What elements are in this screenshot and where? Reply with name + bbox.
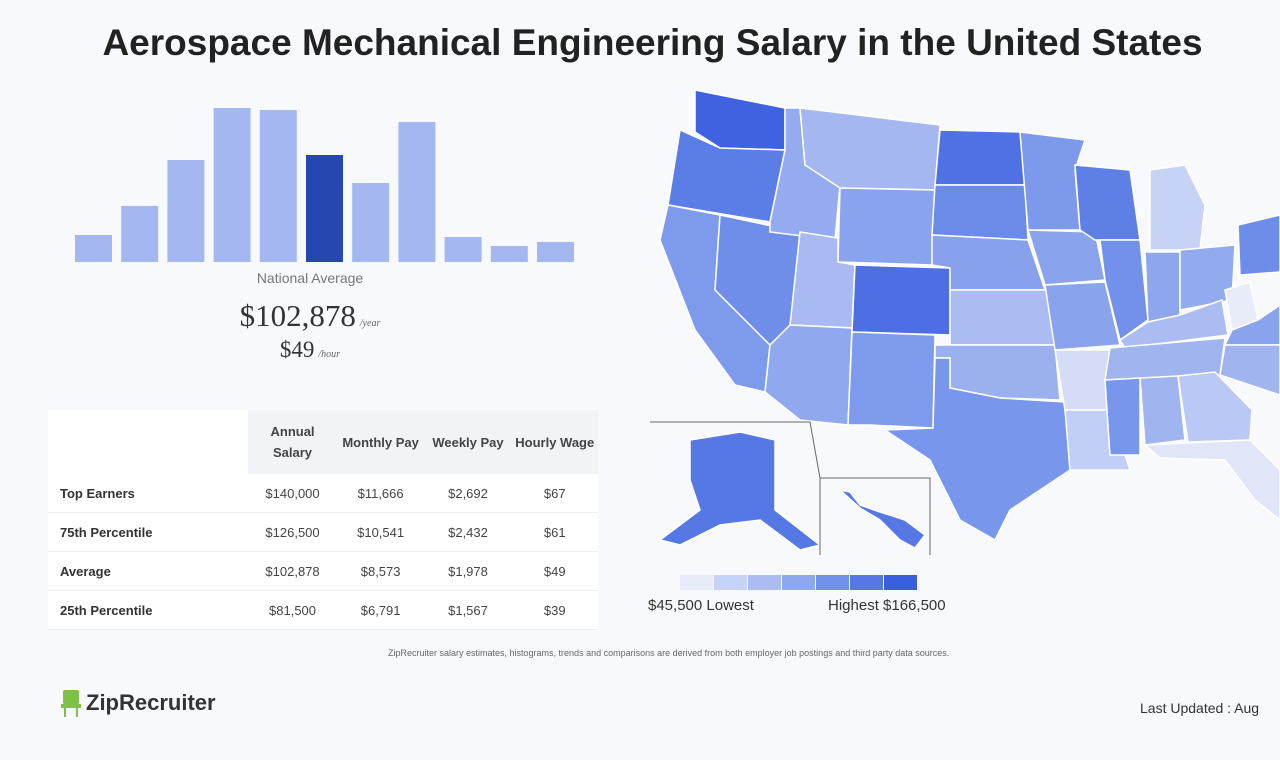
table-cell: $39 xyxy=(511,590,598,630)
state-ks xyxy=(949,289,1056,346)
histogram-bar xyxy=(398,122,436,262)
state-ak xyxy=(658,431,822,551)
state-sd xyxy=(931,184,1029,241)
table-row: 25th Percentile $81,500 $6,791 $1,567 $39 xyxy=(48,590,598,630)
legend-swatch xyxy=(748,575,781,590)
col-header: Monthly Pay xyxy=(336,410,425,474)
salary-table: Annual Salary Monthly Pay Weekly Pay Hou… xyxy=(48,410,598,630)
table-cell: $8,573 xyxy=(336,551,425,591)
histogram-bar xyxy=(213,108,251,262)
table-cell: $11,666 xyxy=(336,474,425,513)
annual-value: $102,878 xyxy=(239,298,356,333)
state-mn xyxy=(1019,131,1087,231)
table-cell: $102,878 xyxy=(248,551,337,591)
state-nc xyxy=(1219,344,1280,396)
state-az xyxy=(764,324,853,426)
hourly-value: $49 xyxy=(279,337,315,362)
histogram-bar xyxy=(444,237,482,262)
state-nd xyxy=(934,129,1026,186)
legend-swatch xyxy=(782,575,815,590)
salary-histogram xyxy=(75,108,574,262)
legend-swatch xyxy=(714,575,747,590)
table-cell: $140,000 xyxy=(248,474,337,513)
national-average-label: National Average xyxy=(256,270,364,286)
state-ga xyxy=(1177,371,1253,443)
row-label: 75th Percentile xyxy=(48,512,249,552)
col-header: Weekly Pay xyxy=(424,410,512,474)
chair-icon xyxy=(61,690,81,717)
annual-average: $102,878/year xyxy=(170,298,450,334)
state-in xyxy=(1144,251,1181,323)
table-cell: $49 xyxy=(511,551,598,591)
legend-low: $45,500 Lowest xyxy=(648,597,754,614)
table-cell: $2,432 xyxy=(424,512,512,552)
histogram-bar xyxy=(121,206,159,262)
state-mi xyxy=(1149,164,1206,251)
table-cell: $126,500 xyxy=(248,512,337,552)
legend-swatch xyxy=(816,575,849,590)
state-ms xyxy=(1104,377,1141,456)
state-wy xyxy=(837,187,936,266)
state-pa xyxy=(1237,214,1280,276)
state-va xyxy=(1223,304,1280,346)
legend-swatch xyxy=(884,575,917,590)
table-row: 75th Percentile $126,500 $10,541 $2,432 $61 xyxy=(48,512,598,552)
histogram-bar xyxy=(167,160,205,262)
state-al xyxy=(1139,375,1186,446)
histogram-bar xyxy=(490,246,528,262)
table-cell: $1,567 xyxy=(424,590,512,630)
hourly-average: $49/hour xyxy=(170,337,450,363)
table-cell: $61 xyxy=(511,512,598,552)
table-row: Top Earners $140,000 $11,666 $2,692 $67 xyxy=(48,474,598,513)
table-cell: $1,978 xyxy=(424,551,512,591)
row-label: 25th Percentile xyxy=(48,590,249,630)
col-header: Annual Salary xyxy=(248,410,337,474)
state-mo xyxy=(1044,281,1121,351)
histogram-bar xyxy=(306,155,343,262)
histogram-bar xyxy=(259,110,297,262)
last-updated: Last Updated : Aug xyxy=(1140,700,1260,716)
page-title: Aerospace Mechanical Engineering Salary … xyxy=(102,22,1203,63)
table-cell: $6,791 xyxy=(336,590,425,630)
table-cell: $81,500 xyxy=(248,590,337,630)
state-co xyxy=(851,264,951,336)
table-cell: $10,541 xyxy=(336,512,425,552)
ziprecruiter-logo[interactable]: ZipRecruiter xyxy=(60,688,216,718)
row-label: Top Earners xyxy=(48,474,249,513)
annual-unit: /year xyxy=(359,318,381,329)
legend-swatch xyxy=(850,575,883,590)
table-cell: $67 xyxy=(511,474,598,513)
table-row: Average $102,878 $8,573 $1,978 $49 xyxy=(48,551,598,591)
state-il xyxy=(1099,239,1149,342)
state-fl xyxy=(1143,439,1280,521)
state-tx xyxy=(882,357,1071,542)
state-wa xyxy=(694,89,786,151)
col-header: Hourly Wage xyxy=(511,410,598,474)
histogram-bar xyxy=(537,242,574,262)
blank-header xyxy=(48,410,249,474)
state-wi xyxy=(1074,164,1141,241)
histogram-bar xyxy=(352,183,390,262)
legend-swatch xyxy=(680,575,713,590)
state-nm xyxy=(847,331,936,429)
logo-text: ZipRecruiter xyxy=(86,690,216,715)
state-hi xyxy=(837,488,927,549)
us-salary-map xyxy=(650,89,1280,590)
legend-high: Highest $166,500 xyxy=(828,597,946,614)
disclaimer: ZipRecruiter salary estimates, histogram… xyxy=(388,648,950,658)
table-cell: $2,692 xyxy=(424,474,512,513)
histogram-bar xyxy=(75,235,112,262)
hourly-unit: /hour xyxy=(318,349,341,360)
row-label: Average xyxy=(48,551,249,591)
